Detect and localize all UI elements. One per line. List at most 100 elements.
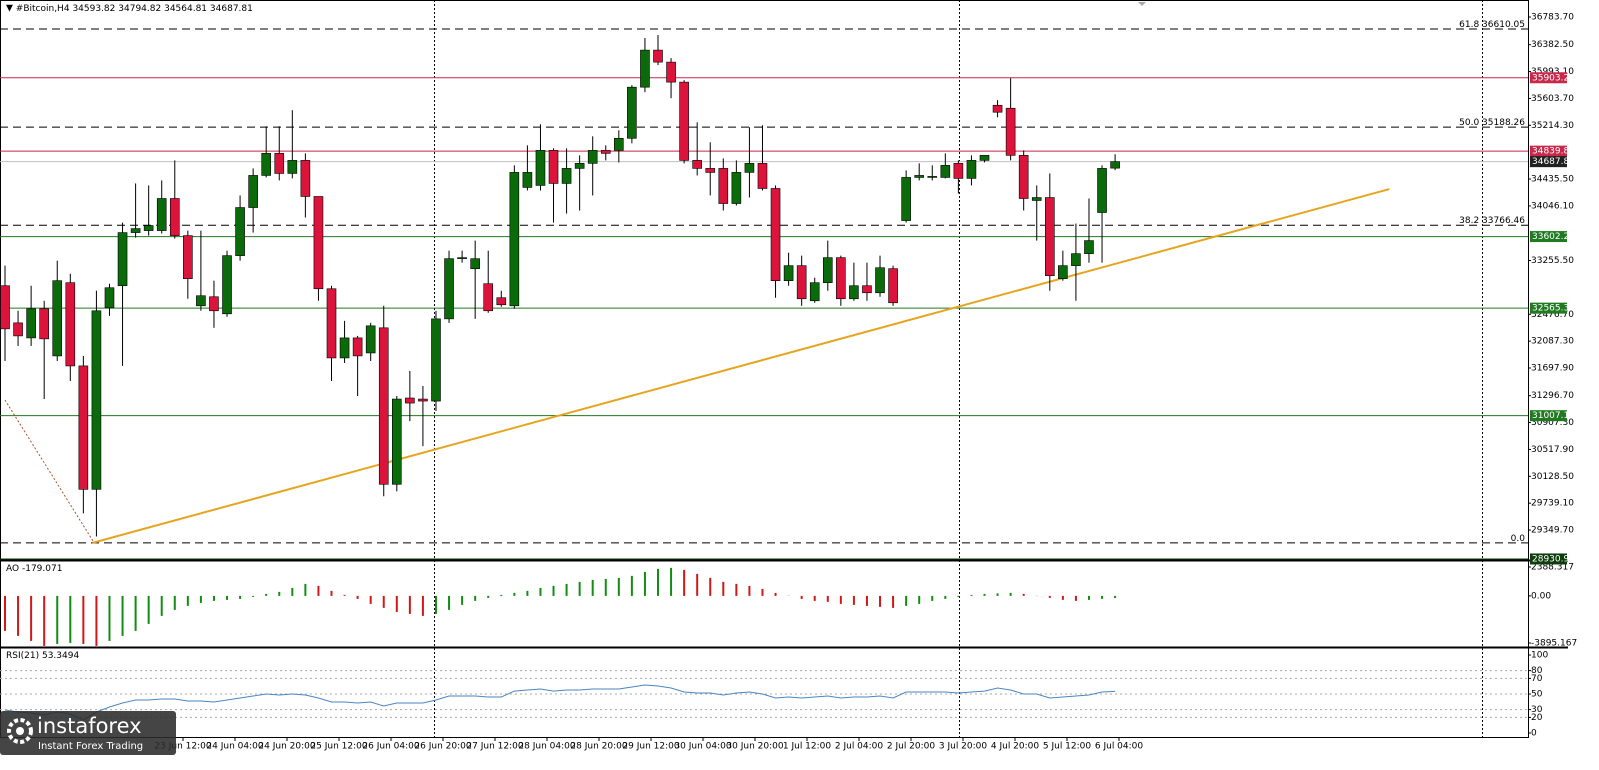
candle-body: [65, 282, 76, 367]
candle-body: [940, 165, 951, 178]
candle-body: [1110, 161, 1120, 169]
y-tick-label: 34046.10: [1531, 201, 1574, 211]
x-tick-label: 26 Jun 20:00: [414, 742, 471, 752]
candle-body: [888, 268, 898, 304]
price-level-box: [1530, 302, 1567, 314]
candle-body: [574, 163, 585, 169]
fib-ratio: 50.0: [1459, 118, 1479, 128]
candle-body: [718, 168, 729, 204]
ao-name: AO: [6, 564, 19, 574]
price-level-box: [1530, 410, 1567, 422]
candle-body: [731, 172, 742, 204]
x-tick-label: 23 Jun 12:00: [154, 742, 211, 752]
candle-body: [561, 168, 572, 184]
y-tick-label: 50: [1531, 690, 1543, 700]
candle-body: [169, 198, 180, 236]
price-level-label: 35903.24: [1532, 73, 1575, 83]
candle-body: [1097, 168, 1107, 213]
candle-body: [405, 397, 415, 404]
y-tick-label: 35214.30: [1531, 121, 1574, 131]
candle-body: [391, 398, 402, 485]
candle-body: [130, 228, 141, 233]
y-tick-label: 32476.70: [1531, 310, 1574, 320]
fib-level-label: 61.8 36610.05: [1459, 19, 1525, 29]
candle-body: [783, 265, 794, 281]
y-tick-label: 100: [1531, 651, 1548, 661]
rsi-name: RSI(21): [6, 651, 39, 661]
candle-body: [1058, 265, 1068, 279]
ohlc-low: 34564.81: [164, 4, 207, 14]
price-level-box: [1530, 553, 1567, 565]
y-tick-label: 33255.50: [1531, 256, 1574, 266]
x-tick-label: 28 Jun 20:00: [570, 742, 627, 752]
candle-body: [692, 160, 702, 169]
ao-header: AO -179.071: [6, 564, 62, 574]
x-tick-label: 25 Jun 12:00: [310, 742, 367, 752]
candle-body: [196, 295, 206, 307]
candle-body: [522, 172, 533, 188]
x-tick-label: 26 Jun 04:00: [362, 742, 419, 752]
candle-body: [156, 198, 167, 231]
price-level-box: [1530, 145, 1567, 157]
ao-value: -179.071: [22, 564, 62, 574]
ohlc-high: 34794.82: [118, 4, 161, 14]
fib-price: 35188.26: [1482, 118, 1525, 128]
y-tick-label: 36783.70: [1531, 12, 1574, 22]
candle-body: [143, 225, 154, 231]
fib-level-label: 0.0: [1511, 533, 1526, 543]
candle-body: [457, 257, 467, 259]
rsi-header: RSI(21) 53.3494: [6, 651, 79, 661]
candle-body: [614, 138, 624, 151]
x-tick-label: 4 Jul 20:00: [991, 742, 1040, 752]
price-level-box: [1530, 72, 1567, 84]
candle-body: [39, 308, 49, 340]
fib-price: 36610.05: [1482, 19, 1525, 29]
x-tick-label: 3 Jul 20:00: [939, 742, 988, 752]
candle-body: [26, 308, 36, 339]
y-tick-label: 30907.30: [1531, 418, 1574, 428]
shift-marker: [1138, 2, 1146, 6]
x-tick-label: 29 Jun 12:00: [622, 742, 679, 752]
candle-body: [104, 287, 115, 309]
candle-body: [444, 258, 454, 320]
candle-body: [979, 155, 990, 161]
y-tick-label: 0: [1531, 729, 1537, 739]
candle-body: [1018, 155, 1029, 199]
candle-body: [757, 163, 768, 189]
candle-body: [235, 207, 245, 256]
candle-body: [352, 337, 363, 357]
watermark-brand: instaforex: [37, 714, 142, 738]
y-tick-label: 20: [1531, 713, 1543, 723]
candle-body: [966, 160, 977, 179]
price-level-box: [1530, 231, 1567, 243]
candle-body: [209, 296, 219, 312]
x-tick-label: 2 Jul 20:00: [887, 742, 936, 752]
candle-body: [78, 365, 89, 490]
y-tick-label: 0.00: [1531, 591, 1551, 601]
candle-body: [548, 150, 559, 184]
fib-level-label: 38.2 33766.46: [1459, 216, 1525, 226]
current-price-label: 34687.81: [1532, 157, 1575, 167]
fib-ratio: 0.0: [1511, 533, 1526, 543]
candle-body: [640, 49, 650, 88]
candle-body: [261, 153, 272, 176]
candle-body: [300, 160, 311, 197]
candle-body: [431, 318, 441, 402]
x-tick-label: 5 Jul 12:00: [1043, 742, 1092, 752]
rsi-value: 53.3494: [42, 651, 79, 661]
candle-body: [183, 235, 193, 279]
candle-body: [535, 150, 546, 186]
candle-body: [1031, 197, 1042, 201]
candle-body: [770, 188, 781, 281]
candle-body: [91, 310, 102, 490]
candle-body: [914, 175, 925, 178]
candle-body: [587, 150, 598, 164]
candle-body: [744, 163, 755, 173]
fib-level-label: 50.0 35188.26: [1459, 118, 1525, 128]
candle-body: [52, 280, 63, 357]
y-tick-label: 36382.50: [1531, 40, 1574, 50]
y-tick-label: 35993.10: [1531, 67, 1574, 77]
y-tick-label: 31296.70: [1531, 391, 1574, 401]
